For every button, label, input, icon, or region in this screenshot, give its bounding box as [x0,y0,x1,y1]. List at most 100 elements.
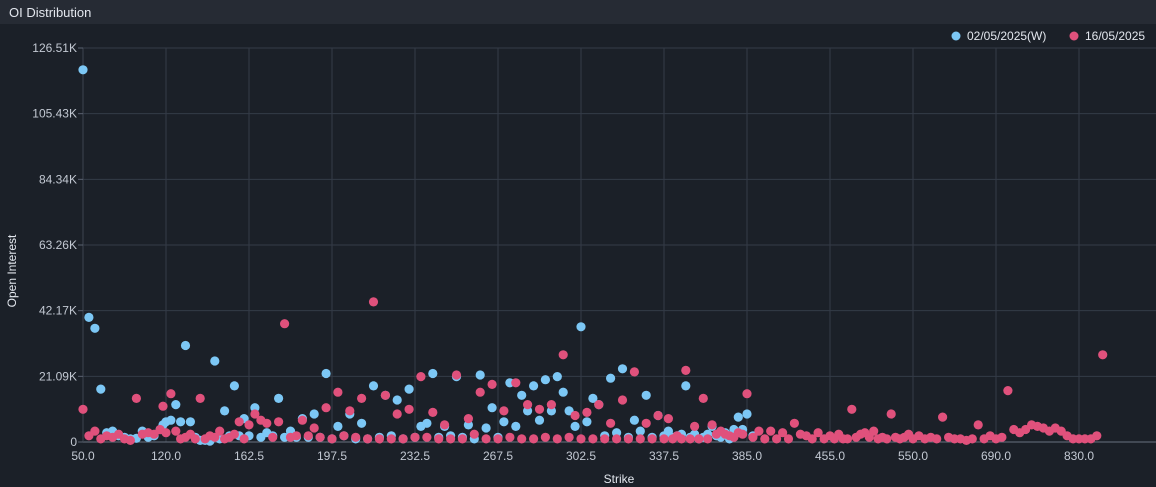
data-point-series-2[interactable] [869,426,879,436]
data-point-series-2[interactable] [997,432,1007,442]
data-point-series-1[interactable] [96,384,106,394]
data-point-series-1[interactable] [481,423,491,433]
data-point-series-2[interactable] [469,429,479,439]
data-point-series-1[interactable] [274,393,284,403]
data-point-series-2[interactable] [363,434,373,444]
data-point-series-1[interactable] [220,406,230,416]
data-point-series-1[interactable] [606,373,616,383]
data-point-series-2[interactable] [392,409,402,419]
data-point-series-2[interactable] [760,434,770,444]
data-point-series-1[interactable] [176,417,186,427]
data-point-series-1[interactable] [404,384,414,394]
data-point-series-2[interactable] [234,417,244,427]
data-point-series-2[interactable] [511,378,521,388]
data-point-series-2[interactable] [451,370,462,380]
data-point-series-1[interactable] [523,406,533,416]
data-point-series-1[interactable] [171,400,181,410]
data-point-series-2[interactable] [440,420,450,430]
data-point-series-2[interactable] [698,393,708,403]
data-point-series-1[interactable] [333,421,343,431]
data-point-series-2[interactable] [333,387,343,397]
data-point-series-2[interactable] [457,434,467,444]
data-point-series-2[interactable] [195,393,205,403]
data-point-series-1[interactable] [617,364,628,374]
data-point-series-2[interactable] [309,423,319,433]
data-point-series-2[interactable] [967,434,977,444]
data-point-series-1[interactable] [422,418,432,428]
data-point-series-1[interactable] [641,390,651,400]
data-point-series-2[interactable] [685,434,695,444]
data-point-series-2[interactable] [475,387,485,397]
data-point-series-1[interactable] [78,65,88,75]
data-point-series-2[interactable] [807,434,817,444]
data-point-series-1[interactable] [90,323,100,333]
data-point-series-2[interactable] [748,432,758,442]
data-point-series-2[interactable] [552,434,562,444]
data-point-series-2[interactable] [493,434,503,444]
data-point-series-2[interactable] [606,418,616,428]
data-point-series-2[interactable] [357,393,367,403]
data-point-series-2[interactable] [789,418,800,428]
data-point-series-1[interactable] [250,403,260,413]
data-point-series-2[interactable] [813,428,823,438]
data-point-series-1[interactable] [180,340,191,351]
legend[interactable]: 02/05/2025(W) 16/05/2025 [951,29,1146,43]
data-point-series-2[interactable] [778,428,788,438]
data-point-series-2[interactable] [558,350,568,360]
data-point-series-2[interactable] [653,410,663,421]
data-point-series-2[interactable] [742,389,752,399]
data-point-series-2[interactable] [327,434,337,444]
data-point-series-2[interactable] [676,434,687,444]
data-point-series-2[interactable] [386,434,396,444]
data-point-series-1[interactable] [84,312,94,322]
data-point-series-1[interactable] [475,370,485,380]
data-point-series-2[interactable] [422,432,432,442]
data-point-series-1[interactable] [582,417,592,427]
data-point-series-2[interactable] [540,432,551,442]
data-point-series-2[interactable] [546,400,557,410]
data-point-series-1[interactable] [210,356,220,366]
data-point-series-2[interactable] [125,435,135,445]
data-point-series-2[interactable] [481,434,491,444]
data-point-series-2[interactable] [215,426,225,436]
data-point-series-2[interactable] [487,379,497,389]
data-point-series-2[interactable] [694,434,704,444]
data-point-series-1[interactable] [742,409,752,419]
data-point-series-2[interactable] [564,432,574,442]
data-point-series-1[interactable] [529,381,539,391]
data-point-series-2[interactable] [534,404,545,414]
data-point-series-2[interactable] [398,434,408,444]
data-point-series-2[interactable] [297,415,307,425]
data-point-series-2[interactable] [681,365,691,375]
data-point-series-2[interactable] [410,432,420,442]
data-point-series-2[interactable] [321,403,331,413]
data-point-series-2[interactable] [766,426,776,436]
data-point-series-2[interactable] [315,432,325,442]
data-point-series-1[interactable] [463,420,473,430]
data-point-series-2[interactable] [78,404,88,414]
data-point-series-2[interactable] [280,319,290,329]
data-point-series-2[interactable] [250,409,260,419]
data-point-series-2[interactable] [262,418,272,428]
data-point-series-2[interactable] [404,404,414,414]
data-point-series-2[interactable] [842,434,853,444]
data-point-series-2[interactable] [380,390,390,400]
data-point-series-2[interactable] [663,414,674,424]
data-point-series-2[interactable] [703,434,713,444]
data-point-series-1[interactable] [570,421,580,431]
data-point-series-2[interactable] [738,429,748,439]
data-point-series-1[interactable] [733,412,743,422]
data-point-series-2[interactable] [158,401,168,411]
data-point-series-2[interactable] [886,409,896,419]
data-point-series-1[interactable] [511,421,521,431]
data-point-series-2[interactable] [529,434,539,444]
data-point-series-1[interactable] [558,387,568,397]
data-point-series-2[interactable] [131,393,141,403]
data-point-series-2[interactable] [1003,386,1013,396]
data-point-series-2[interactable] [171,426,181,436]
data-point-series-2[interactable] [594,400,604,410]
data-point-series-2[interactable] [523,400,533,410]
data-point-series-2[interactable] [1098,350,1108,360]
data-point-series-2[interactable] [339,431,349,441]
data-point-series-2[interactable] [505,432,515,442]
